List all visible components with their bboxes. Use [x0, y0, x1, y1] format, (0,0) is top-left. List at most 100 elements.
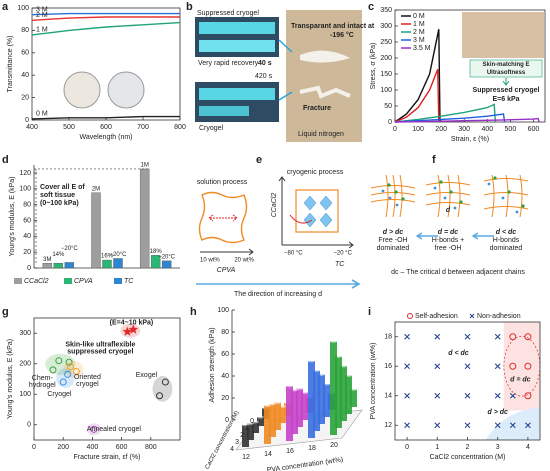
annotation: Suppressed cryogel: [473, 87, 540, 94]
region-shade: [485, 407, 540, 440]
y-tick-label: 200: [19, 361, 31, 368]
x-tick-label: 400: [26, 124, 38, 131]
star-marker: [122, 326, 133, 336]
y-tick-label: 150: [380, 71, 392, 78]
photo-caption: -196 °C: [330, 31, 354, 39]
series-label: 3 M: [36, 7, 48, 14]
bar-cap: [252, 420, 259, 424]
cross-marker: [494, 333, 501, 340]
state-label: H-bonds: [493, 237, 520, 244]
legend-label: 3 M: [413, 37, 425, 44]
chain: [399, 174, 403, 218]
data-line: [394, 103, 497, 123]
data-line: [31, 115, 180, 120]
panel-label: g: [2, 306, 9, 318]
x-tick-label: 300: [458, 126, 470, 133]
sample: [300, 50, 350, 63]
y-tick-label: 80: [21, 27, 29, 34]
legend-label: 1 M: [413, 21, 425, 28]
data-line: [394, 68, 440, 123]
photo: [286, 10, 362, 142]
data-line: [31, 16, 180, 21]
legend-swatch: [64, 278, 72, 284]
process-label: cryogenic process: [287, 169, 344, 176]
y-tick-label: 0: [388, 119, 392, 126]
bar-condition: 14%: [52, 252, 65, 258]
cluster-blob: [56, 368, 75, 389]
state-label: d = dc: [438, 229, 459, 236]
series-label: 1 M: [36, 27, 48, 34]
y-tick-label: 40: [221, 373, 229, 380]
hydroxyl: [493, 176, 497, 180]
process-label: solution process: [197, 179, 248, 186]
y-tick-label: 16: [384, 363, 392, 370]
legend-label: CCaCl2: [24, 278, 49, 285]
photo-caption: Transparant and intact at: [291, 23, 375, 30]
axis-label: 10 wt%: [200, 258, 220, 264]
region-label: d > dc: [487, 409, 508, 416]
bar: [257, 417, 264, 426]
bar: [313, 370, 320, 431]
x-tick-label: 400: [87, 444, 99, 451]
state-label: free -OH: [435, 245, 462, 252]
y-tick-label: 200: [380, 55, 392, 62]
plot-frame: [33, 317, 181, 441]
legend-swatch: [14, 278, 22, 284]
bar: [242, 425, 249, 447]
cross-marker: [434, 363, 441, 370]
cross-marker: [509, 392, 516, 399]
x-tick-label: 200: [435, 126, 447, 133]
photo-caption: Cryogel: [199, 125, 224, 132]
panel-label: f: [432, 154, 436, 166]
circle-marker: [524, 392, 532, 400]
hydroxyl: [439, 180, 443, 184]
y-tick-label: 250: [380, 39, 392, 46]
y-tick-label: 60: [221, 351, 229, 358]
cross-marker: [434, 422, 441, 429]
axis-title: CPVA: [217, 267, 236, 274]
legend-label: 3.5 M: [413, 45, 431, 52]
x-tick-label: 4: [526, 444, 530, 451]
x-tick-label: 20: [330, 442, 338, 449]
x-tick-label: 1: [435, 444, 439, 451]
state-label: H-bonds +: [432, 237, 465, 244]
bar: [323, 384, 330, 417]
chain: [437, 174, 441, 218]
state-label: d > dc: [383, 229, 404, 236]
chain: [370, 192, 416, 196]
hydroxyl: [394, 190, 398, 194]
x-tick-label: 100: [412, 126, 424, 133]
cross-marker: [509, 422, 516, 429]
panel-label: e: [256, 154, 262, 166]
bar: [269, 404, 276, 437]
region-label: d < dc: [448, 350, 469, 357]
y-tick-label: 100: [19, 186, 31, 193]
axis-arrow: [200, 248, 254, 256]
bar-condition: 16%: [101, 254, 114, 260]
y-tick-label: 300: [380, 23, 392, 30]
circle-marker: [49, 366, 57, 374]
legend-label: Non-adhesion: [477, 313, 521, 320]
y-axis-label: Young's modulus, E (kPa): [9, 176, 16, 256]
series-label: 0 M: [36, 111, 48, 118]
series-label: suppressed cryogel: [67, 349, 133, 356]
cross-marker: [404, 363, 410, 370]
chain: [385, 174, 389, 218]
panel-label: h: [190, 306, 197, 318]
bar: [161, 260, 172, 269]
chain: [483, 178, 529, 182]
circle-marker: [59, 378, 67, 386]
z-tick-label: 0: [250, 418, 254, 425]
circle-marker: [67, 363, 74, 371]
y-tick-label: 18: [384, 334, 392, 341]
bar: [330, 341, 337, 435]
x-tick-label: 18: [308, 445, 316, 452]
z-tick-label: 2: [240, 432, 244, 439]
x-tick-label: 0: [405, 444, 409, 451]
cross-marker: [494, 392, 501, 399]
inset-photo: [63, 71, 101, 109]
chain: [425, 182, 471, 186]
bond: [443, 196, 447, 200]
cross-marker: [464, 422, 471, 429]
series-label: 2 M: [36, 12, 48, 19]
